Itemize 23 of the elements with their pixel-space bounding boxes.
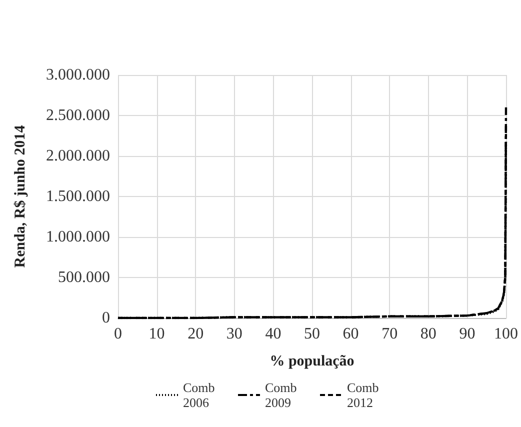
x-tick-label: 40 xyxy=(265,326,282,342)
y-tick-label: 2.500.000 xyxy=(46,107,110,124)
legend-label: Comb 2006 xyxy=(183,380,218,410)
x-tick-label: 80 xyxy=(420,326,436,342)
x-tick-label: 0 xyxy=(114,326,122,342)
y-tick-label: 2.000.000 xyxy=(46,148,110,164)
x-tick-label: 50 xyxy=(304,326,320,342)
x-tick-label: 30 xyxy=(226,326,242,342)
y-tick-label: 0 xyxy=(102,310,110,326)
x-axis-title: % população xyxy=(270,354,354,370)
y-tick-label: 1.000.000 xyxy=(46,228,110,246)
y-tick-label: 500.000 xyxy=(58,269,110,286)
legend-label: Comb 2009 xyxy=(265,380,300,410)
x-tick-label: 90 xyxy=(459,326,476,342)
x-tick-label: 100 xyxy=(494,326,518,342)
x-tick-label: 60 xyxy=(342,326,359,342)
y-tick-label: 3.000.000 xyxy=(46,66,110,84)
x-tick-label: 10 xyxy=(148,326,165,342)
x-tick-label: 20 xyxy=(188,326,204,342)
y-tick-label: 1.500.000 xyxy=(46,188,110,205)
x-tick-label: 70 xyxy=(382,326,398,342)
y-axis-title: Renda, R$ junho 2014 xyxy=(12,124,28,268)
legend-label: Comb 2012 xyxy=(347,380,382,410)
